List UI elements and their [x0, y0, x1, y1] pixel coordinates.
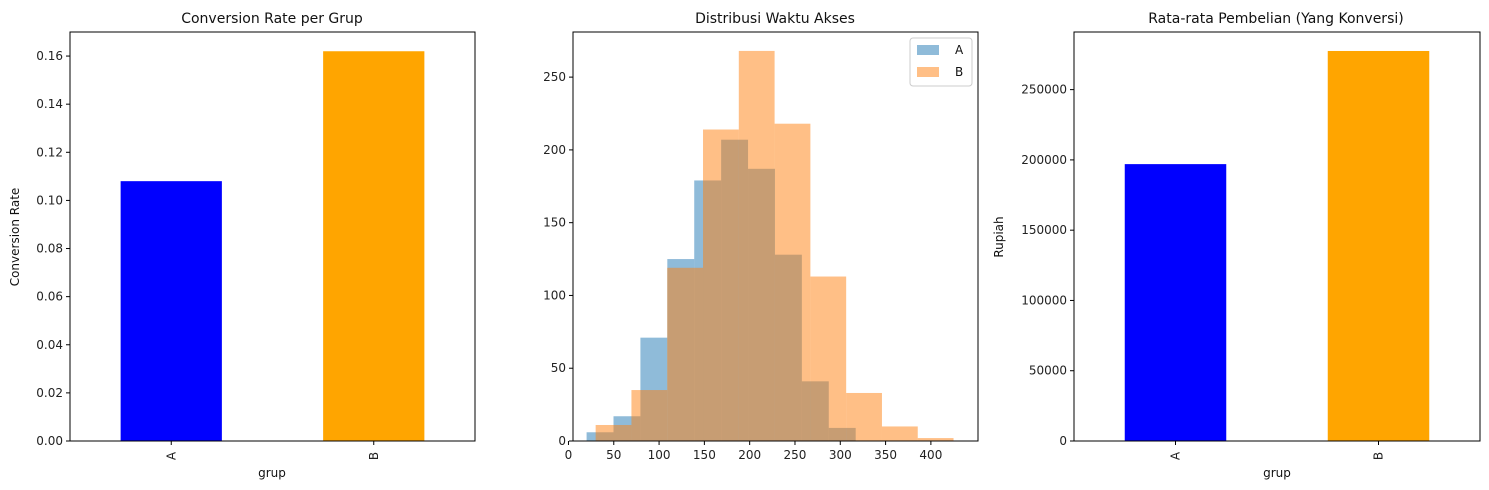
- legend-label-b: B: [955, 65, 963, 79]
- y-tick-label: 100000: [1021, 293, 1067, 307]
- x-tick-label: 100: [648, 448, 671, 462]
- x-axis-label: grup: [1263, 466, 1291, 480]
- x-tick-label: B: [367, 452, 381, 460]
- access-time-histogram: Distribusi Waktu Akses 0 50 100 150 200 250 0…: [543, 11, 979, 462]
- hist-bar-b: [881, 426, 918, 441]
- y-tick-label: 0.02: [36, 386, 63, 400]
- x-tick-label: 150: [693, 448, 716, 462]
- x-tick-label: 300: [829, 448, 852, 462]
- chart-title: Conversion Rate per Grup: [181, 11, 363, 27]
- y-tick-label: 0.10: [36, 193, 63, 207]
- conversion-rate-chart: Conversion Rate per Grup 0.00 0.02 0.04 0.0…: [8, 11, 476, 480]
- y-tick-label: 0.16: [36, 49, 63, 63]
- x-axis-label: grup: [258, 466, 286, 480]
- y-tick-label: 0.14: [36, 97, 63, 111]
- bar-a: [1124, 164, 1227, 442]
- x-tick-label: 250: [784, 448, 807, 462]
- hist-bar-b: [703, 129, 739, 441]
- y-tick-label: 0.00: [36, 434, 63, 448]
- y-tick-label: 250: [543, 70, 566, 84]
- y-tick-label: 100: [543, 288, 566, 302]
- hist-bar-b: [631, 390, 668, 441]
- x-tick-label: 50: [606, 448, 621, 462]
- y-tick-label: 0.06: [36, 290, 63, 304]
- plot-frame: [572, 31, 979, 442]
- y-tick-label: 0.04: [36, 338, 63, 352]
- y-axis-label: Rupiah: [992, 216, 1006, 257]
- hist-bar-b: [667, 267, 704, 441]
- y-tick-label: 150000: [1021, 223, 1067, 237]
- x-tick-label: 200: [738, 448, 761, 462]
- hist-bar-b: [846, 392, 882, 441]
- y-tick-label: 200000: [1021, 153, 1067, 167]
- bar-b: [323, 51, 425, 441]
- plot-frame: [69, 31, 476, 442]
- y-tick-label: 50: [551, 361, 566, 375]
- chart-title: Distribusi Waktu Akses: [695, 11, 855, 27]
- y-tick-label: 200: [543, 143, 566, 157]
- hist-bar-b: [738, 50, 775, 442]
- plot-frame: [1073, 31, 1481, 442]
- x-tick-label: 350: [874, 448, 897, 462]
- x-tick-label: A: [164, 451, 178, 460]
- x-tick-label: B: [1372, 452, 1386, 460]
- x-tick-label: 0: [565, 448, 573, 462]
- bar-a: [120, 181, 222, 441]
- y-axis-label: Conversion Rate: [8, 188, 22, 287]
- y-tick-label: 0.08: [36, 242, 63, 256]
- y-tick-label: 0: [558, 434, 566, 448]
- legend: A B: [909, 37, 973, 87]
- y-tick-label: 0.12: [36, 145, 63, 159]
- chart-title: Rata-rata Pembelian (Yang Konversi): [1148, 11, 1403, 27]
- hist-bar-b: [810, 276, 847, 441]
- y-tick-label: 0: [1059, 434, 1067, 448]
- average-purchase-chart: Rata-rata Pembelian (Yang Konversi) 0 500…: [992, 11, 1481, 480]
- y-tick-label: 50000: [1029, 364, 1067, 378]
- bar-b: [1327, 50, 1430, 441]
- legend-swatch-b: [917, 67, 939, 77]
- legend-swatch-a: [917, 45, 939, 55]
- y-tick-label: 150: [543, 216, 566, 230]
- hist-bar-b: [595, 424, 632, 441]
- x-tick-label: 400: [919, 448, 942, 462]
- legend-label-a: A: [955, 43, 964, 57]
- y-tick-label: 250000: [1021, 83, 1067, 97]
- hist-bar-b: [774, 123, 811, 441]
- hist-bar-b: [917, 438, 954, 441]
- x-tick-label: A: [1169, 451, 1183, 460]
